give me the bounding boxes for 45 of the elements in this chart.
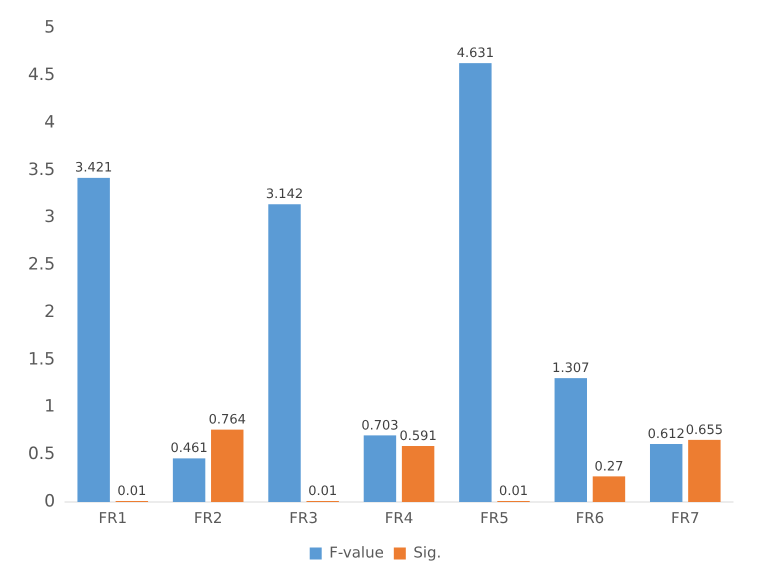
data-label: 0.591 bbox=[399, 428, 437, 444]
y-tick-label: 3.5 bbox=[28, 160, 56, 180]
bar bbox=[268, 204, 301, 502]
y-tick-label: 4 bbox=[44, 112, 56, 132]
data-label: 0.01 bbox=[117, 484, 146, 499]
y-tick-label: 4.5 bbox=[28, 65, 56, 85]
y-tick-label: 3 bbox=[44, 207, 56, 228]
data-label: 0.27 bbox=[594, 459, 624, 474]
data-label: 0.461 bbox=[170, 441, 208, 456]
bar bbox=[77, 178, 110, 502]
legend-label: F-value bbox=[329, 543, 384, 562]
data-label: 0.01 bbox=[499, 484, 528, 499]
legend-label: Sig. bbox=[413, 543, 442, 562]
bar bbox=[402, 446, 434, 502]
y-tick-label: 0.5 bbox=[28, 444, 56, 464]
x-tick-label: FR4 bbox=[384, 508, 414, 527]
data-label: 0.703 bbox=[361, 418, 399, 434]
data-label: 0.655 bbox=[686, 422, 723, 438]
bar bbox=[592, 476, 626, 502]
y-tick-label: 1 bbox=[44, 396, 56, 417]
data-label: 3.421 bbox=[75, 160, 112, 176]
x-tick-label: FR7 bbox=[670, 508, 700, 527]
bar bbox=[459, 63, 492, 502]
y-tick-label: 5 bbox=[44, 18, 56, 38]
y-tick-label: 1.5 bbox=[28, 349, 56, 370]
data-label: 4.631 bbox=[456, 46, 494, 62]
data-label: 0.612 bbox=[648, 426, 685, 442]
y-tick-label: 2 bbox=[44, 302, 56, 322]
bar bbox=[554, 378, 587, 502]
bar bbox=[364, 435, 396, 502]
bar bbox=[650, 444, 682, 502]
data-label: 0.764 bbox=[208, 412, 246, 428]
x-tick-label: FR6 bbox=[576, 508, 604, 527]
bar bbox=[211, 430, 244, 502]
y-tick-label: 0 bbox=[44, 491, 56, 512]
bar bbox=[172, 458, 206, 502]
x-tick-label: FR3 bbox=[289, 508, 318, 527]
data-label: 0.01 bbox=[308, 484, 338, 499]
x-tick-label: FR1 bbox=[98, 508, 128, 527]
bar bbox=[688, 440, 721, 502]
x-tick-label: FR2 bbox=[194, 508, 222, 527]
y-tick-label: 2.5 bbox=[28, 254, 56, 275]
x-tick-label: FR5 bbox=[480, 508, 509, 527]
data-label: 3.142 bbox=[266, 187, 304, 202]
data-label: 1.307 bbox=[552, 361, 590, 376]
